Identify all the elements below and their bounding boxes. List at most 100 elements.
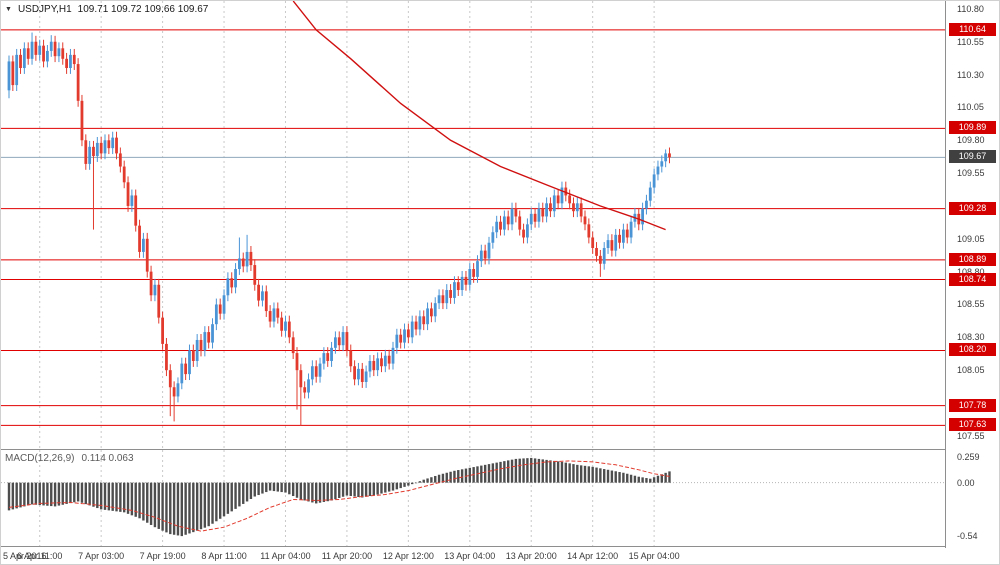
macd-histogram-bar bbox=[449, 471, 452, 483]
macd-histogram-bar bbox=[564, 462, 567, 483]
candle-body bbox=[157, 284, 161, 318]
macd-histogram-bar bbox=[610, 470, 614, 483]
macd-histogram-bar bbox=[368, 482, 372, 497]
current-price-badge: 109.67 bbox=[949, 150, 996, 164]
candle-body bbox=[184, 363, 188, 375]
candle-body bbox=[122, 166, 126, 183]
candle-body bbox=[203, 332, 207, 351]
price-level-badge: 109.89 bbox=[949, 121, 996, 135]
candle-body bbox=[7, 61, 11, 91]
candle-body bbox=[92, 146, 95, 157]
macd-histogram-bar bbox=[533, 458, 537, 483]
macd-histogram-bar bbox=[387, 482, 391, 492]
macd-histogram-bar bbox=[391, 482, 395, 491]
macd-histogram-bar bbox=[318, 482, 322, 503]
candle-body bbox=[426, 308, 429, 325]
candle-body bbox=[391, 347, 395, 364]
time-axis[interactable]: 5 Apr 2016 6 Apr 11:00 7 Apr 03:00 7 Apr 19… bbox=[1, 548, 999, 564]
time-axis-label: 13 Apr 04:00 bbox=[444, 551, 496, 561]
time-axis-label: 12 Apr 12:00 bbox=[382, 551, 434, 561]
macd-histogram-bar bbox=[660, 474, 663, 483]
candle-body bbox=[645, 200, 648, 209]
candle-body bbox=[360, 368, 364, 382]
candle-body bbox=[591, 237, 595, 248]
macd-histogram-bar bbox=[238, 482, 241, 507]
candle-body bbox=[380, 358, 383, 367]
candle-body bbox=[249, 251, 253, 266]
macd-histogram-bar bbox=[222, 482, 226, 517]
macd-histogram-bar bbox=[468, 467, 471, 483]
candle-body bbox=[479, 250, 483, 262]
candle-body bbox=[506, 216, 510, 225]
macd-histogram-bar bbox=[311, 482, 314, 503]
macd-histogram-bar bbox=[614, 471, 617, 483]
macd-histogram-bar bbox=[280, 482, 283, 493]
time-axis-label: 8 Apr 11:00 bbox=[201, 551, 247, 561]
ohlc-readout: 109.71 109.72 109.66 109.67 bbox=[77, 4, 209, 15]
candle-body bbox=[414, 321, 418, 330]
macd-histogram-bar bbox=[595, 467, 598, 483]
macd-histogram-bar bbox=[69, 482, 72, 504]
candle-body bbox=[168, 370, 172, 388]
candlestick-canvas[interactable] bbox=[1, 1, 945, 449]
price-tick-label: 109.55 bbox=[957, 168, 985, 179]
candle-body bbox=[188, 350, 191, 375]
macd-indicator-pane[interactable]: MACD(12,26,9) 0.114 0.063 bbox=[1, 449, 945, 547]
price-tick-label: 110.80 bbox=[957, 3, 984, 14]
candle-body bbox=[145, 238, 149, 272]
symbol-dropdown-icon[interactable]: ▼ bbox=[5, 5, 12, 13]
candle-body bbox=[226, 278, 230, 296]
candle-body bbox=[172, 387, 176, 397]
candle-body bbox=[625, 229, 629, 238]
macd-histogram-bar bbox=[65, 482, 68, 504]
candle-body bbox=[387, 355, 391, 364]
candle-body bbox=[207, 332, 211, 343]
macd-histogram-bar bbox=[99, 482, 103, 510]
candle-body bbox=[153, 284, 157, 296]
price-tick-label: 108.05 bbox=[957, 365, 985, 376]
macd-histogram-bar bbox=[641, 477, 644, 483]
candle-body bbox=[307, 379, 310, 393]
macd-histogram-bar bbox=[226, 482, 230, 514]
macd-histogram-bar bbox=[334, 482, 337, 500]
macd-histogram-bar bbox=[645, 478, 648, 483]
time-axis-label: 7 Apr 03:00 bbox=[78, 551, 125, 561]
macd-canvas[interactable] bbox=[1, 450, 945, 546]
macd-histogram-bar bbox=[399, 482, 402, 489]
macd-histogram-bar bbox=[138, 482, 141, 519]
candle-body bbox=[53, 41, 57, 57]
macd-histogram-bar bbox=[188, 482, 191, 534]
candle-body bbox=[261, 291, 264, 301]
macd-histogram-bar bbox=[115, 482, 118, 512]
price-tick-label: 108.80 bbox=[957, 267, 985, 277]
candle-body bbox=[556, 195, 560, 204]
candle-body bbox=[660, 161, 664, 167]
macd-histogram-bar bbox=[80, 482, 84, 503]
macd-histogram-bar bbox=[503, 461, 506, 483]
macd-histogram-bar bbox=[491, 463, 495, 483]
macd-histogram-bar bbox=[445, 472, 448, 483]
macd-histogram-bar bbox=[518, 458, 521, 483]
macd-histogram-bar bbox=[169, 482, 172, 535]
price-level-badge: 110.64 bbox=[949, 22, 996, 36]
candle-body bbox=[472, 269, 476, 277]
macd-histogram-bar bbox=[315, 482, 318, 504]
macd-histogram-bar bbox=[42, 482, 45, 506]
descending-trendline[interactable] bbox=[292, 1, 666, 231]
macd-histogram-bar bbox=[510, 459, 514, 483]
macd-histogram-bar bbox=[257, 482, 260, 496]
macd-histogram-bar bbox=[464, 468, 468, 483]
candle-body bbox=[437, 295, 441, 304]
candle-body bbox=[115, 137, 118, 154]
candle-body bbox=[57, 48, 61, 57]
price-axis[interactable]: 110.80 110.55 110.30 110.05 109.80 109.55 109.… bbox=[945, 1, 999, 548]
candle-body bbox=[130, 195, 134, 206]
candle-body bbox=[245, 251, 249, 267]
macd-histogram-bar bbox=[199, 482, 203, 530]
candle-body bbox=[287, 321, 291, 338]
macd-histogram-bar bbox=[583, 465, 587, 483]
macd-histogram-bar bbox=[649, 478, 652, 483]
macd-histogram-bar bbox=[395, 482, 399, 490]
price-chart-pane[interactable]: ▼ USDJPY,H1 109.71 109.72 109.66 109.67 bbox=[1, 1, 945, 449]
macd-histogram-bar bbox=[622, 472, 625, 483]
